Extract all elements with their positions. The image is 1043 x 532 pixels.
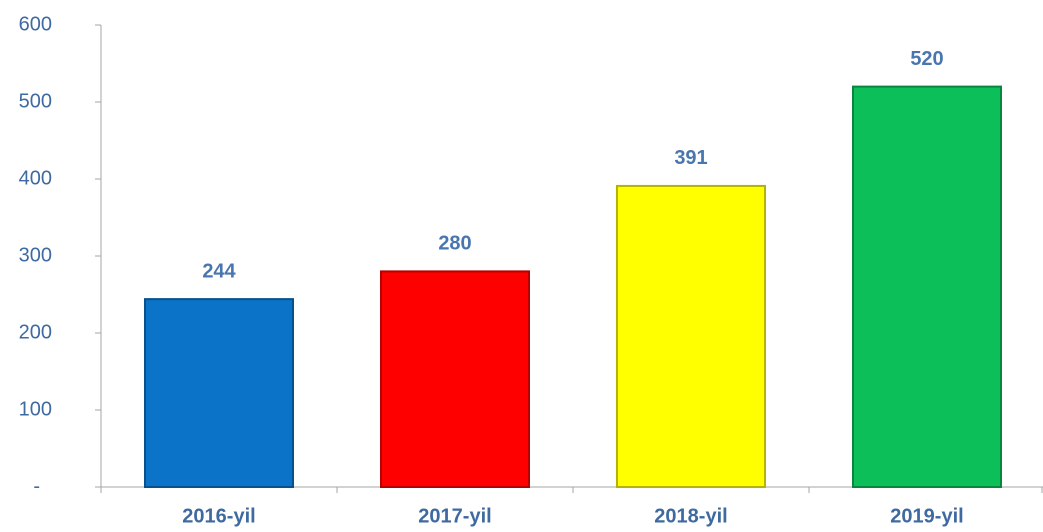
data-label: 280 [438, 233, 471, 255]
x-tick-label: 2018-yil [654, 505, 727, 527]
y-tick-label: 600 [19, 13, 52, 35]
y-tick-label: 300 [19, 244, 52, 266]
y-tick-label: 400 [19, 167, 52, 189]
bar [616, 184, 766, 488]
bar [380, 270, 530, 488]
bar [852, 85, 1002, 488]
x-tick-label: 2017-yil [418, 505, 491, 527]
bar [144, 298, 294, 488]
y-tick-label: 200 [19, 321, 52, 343]
data-label: 391 [674, 147, 707, 169]
y-tick-label: - [33, 475, 40, 497]
x-tick-label: 2019-yil [890, 505, 963, 527]
y-tick-label: 500 [19, 90, 52, 112]
x-tick-label: 2016-yil [182, 505, 255, 527]
y-tick-label: 100 [19, 398, 52, 420]
data-label: 520 [910, 48, 943, 70]
data-label: 244 [202, 260, 236, 282]
